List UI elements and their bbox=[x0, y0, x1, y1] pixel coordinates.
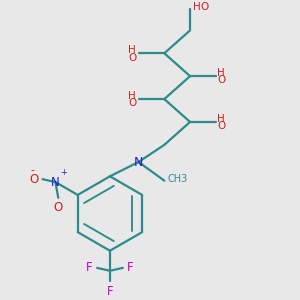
Text: F: F bbox=[127, 261, 134, 274]
Text: +: + bbox=[61, 168, 68, 177]
Text: O: O bbox=[54, 201, 63, 214]
Text: H: H bbox=[128, 45, 136, 56]
Text: N: N bbox=[134, 155, 143, 169]
Text: O: O bbox=[29, 173, 38, 186]
Text: H: H bbox=[217, 114, 225, 124]
Text: O: O bbox=[129, 98, 137, 108]
Text: H: H bbox=[193, 2, 201, 13]
Text: H: H bbox=[128, 91, 136, 101]
Text: -: - bbox=[31, 165, 34, 175]
Text: H: H bbox=[217, 68, 225, 78]
Text: F: F bbox=[106, 285, 113, 298]
Text: O: O bbox=[217, 76, 226, 85]
Text: CH3: CH3 bbox=[167, 174, 188, 184]
Text: O: O bbox=[129, 52, 137, 63]
Text: N: N bbox=[51, 176, 60, 188]
Text: O: O bbox=[200, 2, 208, 13]
Text: O: O bbox=[217, 121, 226, 131]
Text: F: F bbox=[86, 261, 93, 274]
